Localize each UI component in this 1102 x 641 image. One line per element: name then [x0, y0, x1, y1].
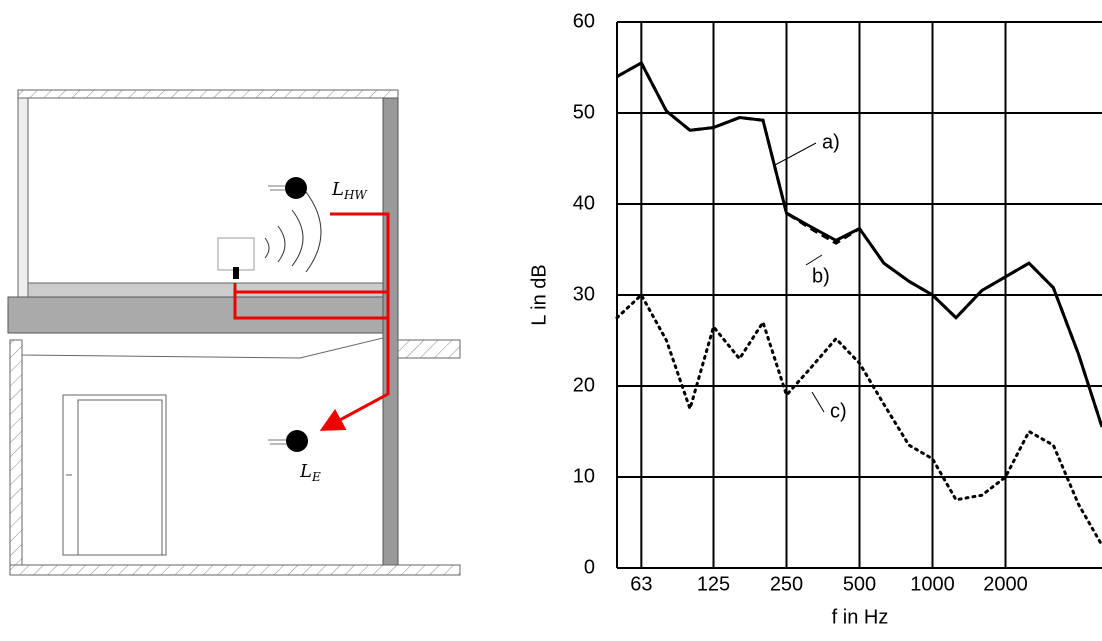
y-tick-label: 60 [573, 10, 595, 32]
y-axis-label: L in dB [528, 264, 550, 326]
series-label: a) [822, 131, 840, 153]
level-symbol: L [331, 179, 344, 200]
data-line [616, 60, 1102, 428]
level-label: LHW [331, 179, 368, 202]
level-subscript: HW [343, 188, 368, 202]
y-tick-label: 40 [573, 192, 595, 214]
series-label: b) [812, 265, 830, 287]
building-diagram [7, 89, 461, 576]
x-tick-label: 1000 [910, 573, 955, 595]
leader-line [774, 142, 817, 166]
x-tick-label: 63 [630, 573, 652, 595]
x-tick-label: 2000 [983, 573, 1028, 595]
y-tick-label: 20 [573, 374, 595, 396]
y-tick-label: 0 [584, 556, 595, 578]
level-subscript: E [311, 470, 321, 484]
x-tick-label: 500 [843, 573, 876, 595]
x-axis-label: f in Hz [832, 606, 889, 628]
level-symbol: L [299, 461, 312, 482]
level-label: LE [299, 461, 321, 484]
data-line [615, 292, 1102, 547]
y-tick-label: 10 [573, 465, 595, 487]
y-tick-label: 30 [573, 283, 595, 305]
leader-line [805, 254, 823, 266]
leader-line [811, 391, 825, 413]
x-tick-label: 125 [697, 573, 730, 595]
series-label: c) [830, 400, 847, 422]
y-tick-label: 50 [573, 101, 595, 123]
x-tick-label: 250 [770, 573, 803, 595]
